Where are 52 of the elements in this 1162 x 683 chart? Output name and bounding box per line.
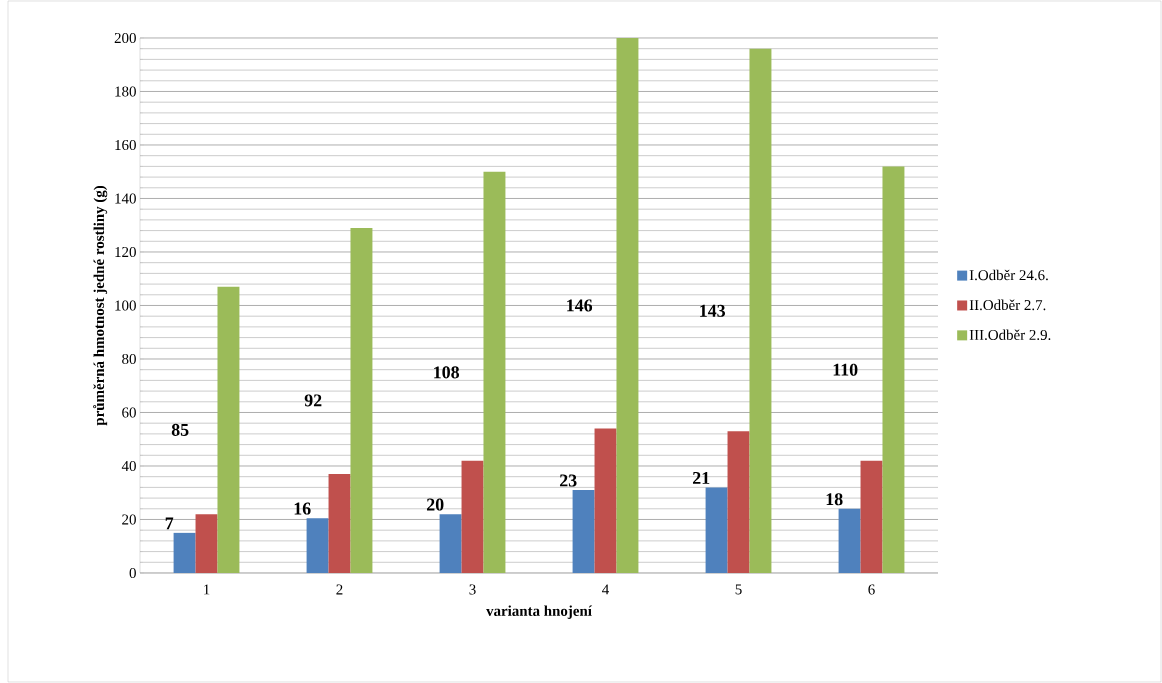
annotation: 108 — [434, 366, 460, 379]
annotation: 110 — [833, 363, 858, 376]
y-tick-label: 20 — [122, 514, 136, 525]
bar — [173, 532, 196, 573]
y-tick-label: 40 — [121, 460, 136, 472]
legend-label: II.Odběr 2.7. — [969, 299, 1046, 311]
x-tick-label: 2 — [336, 584, 343, 595]
bar — [882, 166, 905, 573]
y-tick-label: 0 — [129, 567, 136, 579]
annotation: 21 — [692, 471, 710, 484]
y-tick-label: 100 — [115, 300, 136, 311]
bar — [306, 518, 329, 573]
x-tick-label: 3 — [469, 584, 476, 595]
y-tick-label: 120 — [115, 246, 136, 258]
annotation: 85 — [171, 423, 189, 436]
annotation: 146 — [567, 299, 593, 312]
annotation: 143 — [700, 304, 726, 317]
bar — [594, 428, 617, 573]
annotation: 92 — [304, 394, 322, 407]
annotation: 23 — [559, 474, 577, 487]
bar — [727, 431, 750, 573]
annotation: 18 — [826, 493, 843, 506]
bar — [217, 286, 240, 573]
legend-label: III.Odběr 2.9. — [969, 329, 1051, 341]
y-axis-title: průměrná hmotnost jedné rostliny (g) — [93, 185, 108, 426]
bar — [749, 48, 772, 573]
bar — [195, 514, 218, 573]
x-tick-label: 1 — [204, 584, 210, 595]
y-tick-label: 80 — [122, 353, 136, 365]
x-axis-title: varianta hnojení — [486, 605, 593, 619]
bar — [439, 514, 462, 573]
bar — [461, 460, 484, 573]
bar — [483, 171, 506, 573]
x-tick-label: 4 — [602, 584, 610, 595]
annotation: 20 — [426, 498, 444, 511]
y-tick-label: 140 — [115, 193, 136, 204]
x-tick-label: 5 — [735, 584, 742, 595]
bar — [572, 490, 595, 573]
y-tick-label: 160 — [115, 139, 136, 151]
y-tick-label: 200 — [114, 32, 136, 44]
bar — [838, 508, 861, 573]
y-tick-label: 180 — [115, 86, 136, 97]
annotation: 7 — [165, 517, 174, 530]
x-tick-label: 6 — [868, 584, 875, 595]
bar — [860, 460, 883, 573]
annotation: 16 — [294, 502, 311, 515]
y-tick-label: 60 — [122, 407, 136, 418]
bar — [350, 227, 373, 573]
bar — [616, 37, 639, 573]
bar — [705, 487, 728, 573]
legend-label: I.Odběr 24.6. — [969, 269, 1048, 281]
bar — [328, 474, 351, 573]
